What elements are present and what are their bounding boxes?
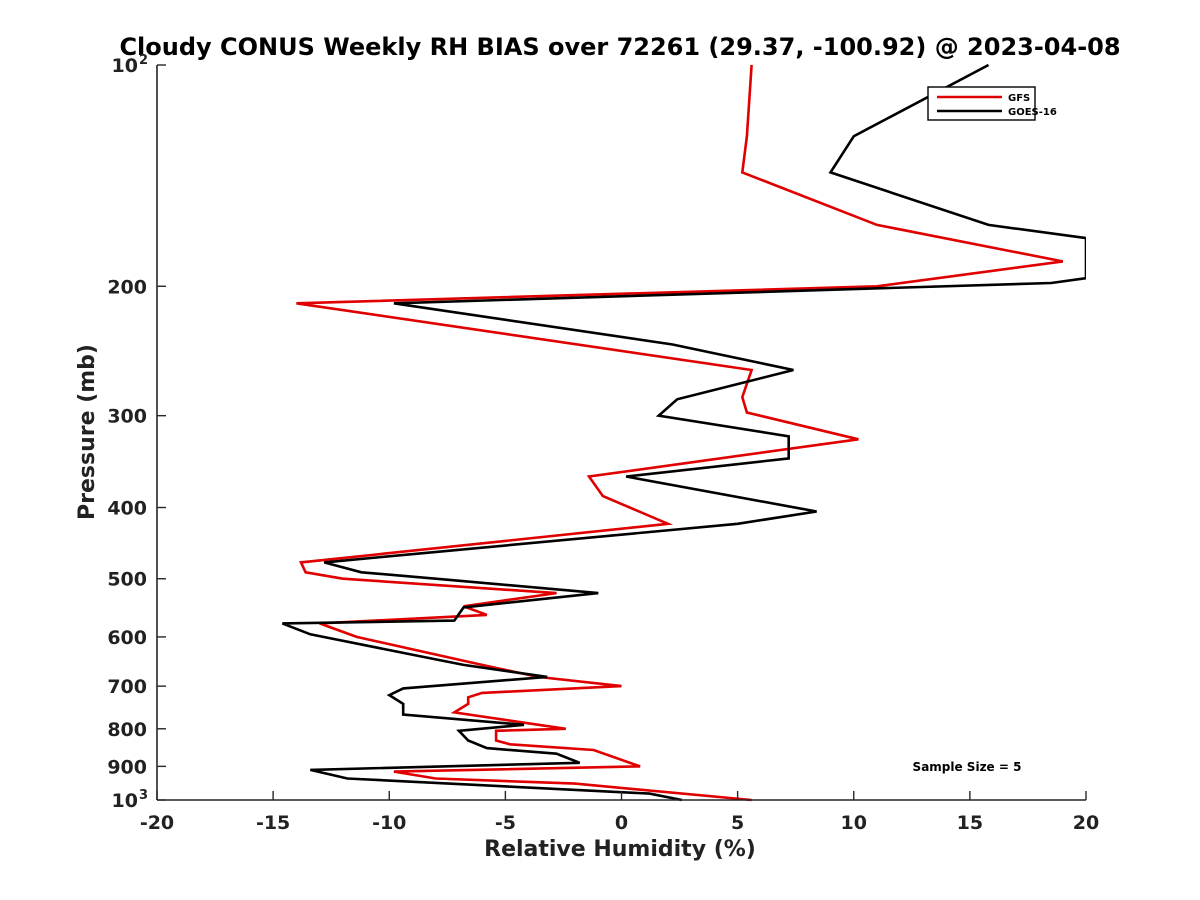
x-tick-label: 15 (957, 812, 983, 834)
series-line-gfs (296, 64, 1064, 802)
x-tick-label: -15 (256, 812, 290, 834)
x-tick-label: -20 (140, 812, 174, 834)
y-tick-label: 400 (107, 498, 147, 520)
y-tick-label: 200 (107, 276, 147, 298)
x-tick-label: 10 (841, 812, 867, 834)
chart-title: Cloudy CONUS Weekly RH BIAS over 72261 (… (119, 33, 1120, 61)
series-line-goes-16 (281, 63, 1086, 802)
legend-label: GFS (1008, 93, 1030, 104)
x-tick-label: -10 (372, 812, 406, 834)
legend-box (927, 86, 1036, 121)
y-tick-label: 10 (112, 55, 138, 77)
x-tick-label: 5 (731, 812, 744, 834)
x-tick-label: 20 (1073, 812, 1099, 834)
sample-size-annotation: Sample Size = 5 (913, 760, 1022, 774)
y-tick-label: 900 (107, 756, 147, 778)
x-tick-label: -5 (495, 812, 516, 834)
y-tick-label: 10 (112, 790, 138, 812)
y-tick-label-exponent: 2 (139, 53, 148, 68)
x-axis-label: Relative Humidity (%) (484, 837, 756, 862)
y-tick-label: 300 (107, 406, 147, 428)
y-tick-label: 800 (107, 719, 147, 741)
x-tick-label: 0 (615, 812, 628, 834)
legend: GFS GOES-16 (927, 86, 1057, 121)
y-tick-label: 500 (107, 569, 147, 591)
series-layer (281, 63, 1086, 802)
y-axis-label: Pressure (mb) (75, 344, 100, 520)
legend-label: GOES-16 (1008, 107, 1057, 118)
y-tick-label: 700 (107, 676, 147, 698)
y-tick-label: 600 (107, 627, 147, 649)
y-tick-label-exponent: 3 (139, 788, 148, 803)
